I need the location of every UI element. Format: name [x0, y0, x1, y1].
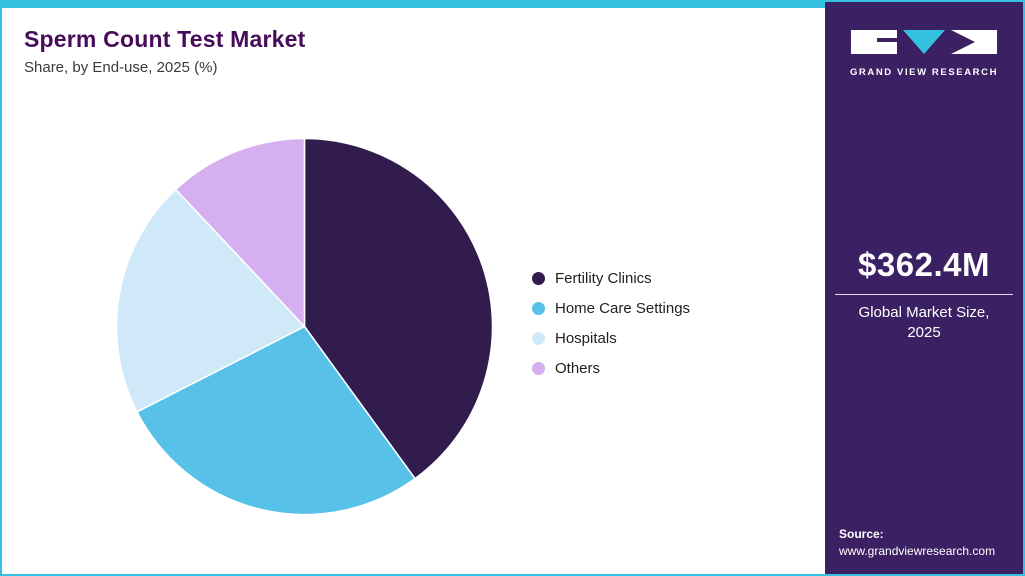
legend-item-fertility-clinics: Fertility Clinics — [532, 270, 690, 287]
top-accent-bar — [2, 2, 827, 8]
brand-logo: GRAND VIEW RESEARCH — [825, 28, 1023, 78]
source-label: Source: — [839, 527, 884, 541]
chart-legend: Fertility Clinics Home Care Settings Hos… — [532, 270, 690, 377]
brand-logo-text: GRAND VIEW RESEARCH — [849, 67, 999, 78]
pie-slice-hospitals — [115, 188, 306, 413]
legend-item-home-care-settings: Home Care Settings — [532, 300, 690, 317]
market-size-label-line1: Global Market Size, — [858, 304, 990, 321]
market-size-label: Global Market Size, 2025 — [835, 294, 1013, 344]
pie-slice-others — [174, 137, 306, 329]
sidebar: GRAND VIEW RESEARCH $362.4M Global Marke… — [825, 2, 1023, 574]
market-size-label-line2: 2025 — [907, 324, 941, 342]
chart-subtitle: Share, by End-use, 2025 (%) — [24, 59, 218, 76]
pie-slice-home-care-settings — [135, 325, 417, 516]
legend-label: Hospitals — [555, 330, 617, 347]
legend-label: Fertility Clinics — [555, 270, 652, 287]
legend-dot — [532, 272, 545, 285]
legend-item-hospitals: Hospitals — [532, 330, 690, 347]
chart-header: Sperm Count Test Market Share, by End-us… — [24, 26, 306, 76]
market-size-value: $362.4M — [858, 246, 990, 283]
gvr-logo-icon — [851, 30, 997, 54]
pie-chart — [115, 137, 494, 516]
market-size-block: $362.4M Global Market Size, 2025 — [825, 246, 1023, 344]
source-block: Source: www.grandviewresearch.com — [839, 527, 995, 558]
legend-label: Home Care Settings — [555, 300, 691, 317]
legend-item-others: Others — [532, 360, 690, 377]
legend-dot — [532, 332, 545, 345]
chart-area: Sperm Count Test Market Share, by End-us… — [2, 2, 825, 574]
source-url-link[interactable]: www.grandviewresearch.com — [839, 544, 996, 558]
pie-slice-fertility-clinics — [303, 137, 494, 480]
pie-chart-container — [112, 134, 497, 519]
chart-title: Sperm Count Test Market — [24, 26, 306, 52]
legend-label: Others — [555, 360, 601, 377]
legend-dot — [532, 302, 545, 315]
legend-dot — [532, 362, 545, 375]
